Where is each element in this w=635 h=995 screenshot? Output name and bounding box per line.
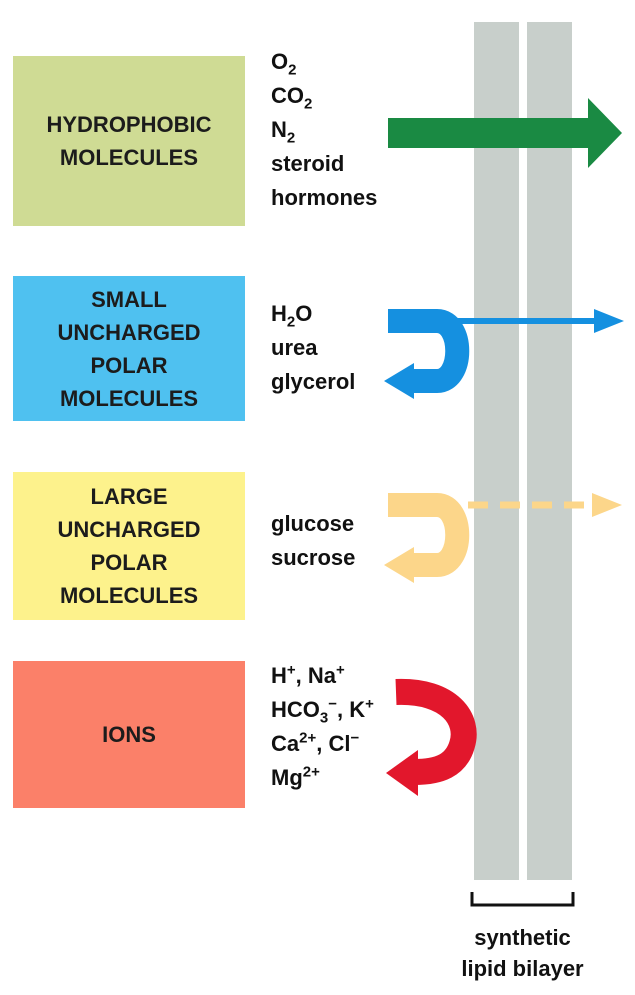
category-box-large-uncharged-polar: LARGE UNCHARGED POLAR MOLECULES xyxy=(13,472,245,620)
category-label: LARGE UNCHARGED POLAR MOLECULES xyxy=(58,480,201,612)
molecule-tail: , K xyxy=(337,697,366,722)
category-label-line: HYDROPHOBIC xyxy=(46,112,212,137)
category-label-line: SMALL xyxy=(91,286,167,312)
molecule-label: glycerol xyxy=(271,365,355,399)
molecule-base: H xyxy=(271,663,287,688)
molecule-sup2: + xyxy=(365,695,374,713)
dashed-crossing-arrowhead xyxy=(592,493,622,517)
category-box-hydrophobic: HYDROPHOBIC MOLECULES xyxy=(13,56,245,226)
molecule-base: steroid xyxy=(271,151,345,176)
molecule-sup: − xyxy=(328,695,337,713)
arrows-large-uncharged-polar xyxy=(384,493,622,583)
bounce-back-arrowhead xyxy=(384,547,414,583)
category-label-line: IONS xyxy=(102,722,156,747)
category-label-line: UNCHARGED xyxy=(57,319,201,345)
molecule-base: Ca xyxy=(271,731,300,756)
category-label-line: MOLECULES xyxy=(59,385,199,411)
molecule-sup2: − xyxy=(350,729,360,747)
molecule-list-small-uncharged-polar: H2O urea glycerol xyxy=(271,297,355,399)
molecule-base: Mg xyxy=(271,765,303,790)
molecule-label: glucose xyxy=(271,507,355,541)
bilayer-caption-line: lipid bilayer xyxy=(461,956,584,981)
molecule-sup: 2+ xyxy=(302,763,320,781)
crossing-arrow-hydrophobic xyxy=(388,98,622,168)
molecule-tail: O xyxy=(295,301,313,326)
category-label-line: UNCHARGED xyxy=(57,517,201,542)
molecule-list-hydrophobic: O2 CO2 N2 steroid hormones xyxy=(271,45,377,215)
molecule-label: N2 xyxy=(271,113,377,147)
category-label-line: MOLECULES xyxy=(59,583,199,608)
bilayer-caption-line: synthetic xyxy=(474,925,571,950)
category-label-line: MOLECULES xyxy=(59,145,199,170)
category-label: SMALL UNCHARGED POLAR MOLECULES xyxy=(58,283,201,415)
thin-crossing-arrowhead xyxy=(594,309,624,333)
curved-return-arrow xyxy=(395,678,477,785)
molecule-sub: 2 xyxy=(286,313,296,331)
bounce-back-arrow xyxy=(388,493,470,577)
category-label-line: POLAR xyxy=(90,550,168,575)
category-label: IONS xyxy=(102,718,156,751)
molecule-tail: , Cl xyxy=(316,731,351,756)
category-label-line: POLAR xyxy=(90,352,168,378)
molecule-label: HCO3−, K+ xyxy=(271,693,374,727)
molecule-list-large-uncharged-polar: glucose sucrose xyxy=(271,507,355,575)
molecule-sub: 2 xyxy=(288,61,297,79)
molecule-label: hormones xyxy=(271,181,377,215)
molecule-label: urea xyxy=(271,331,355,365)
molecule-label: steroid xyxy=(271,147,377,181)
molecule-list-ions: H+, Na+ HCO3−, K+ Ca2+, Cl− Mg2+ xyxy=(271,659,374,795)
molecule-base: CO xyxy=(271,83,304,108)
molecule-base: HCO xyxy=(271,697,320,722)
molecule-label: H+, Na+ xyxy=(271,659,374,693)
molecule-base: O xyxy=(271,49,289,74)
molecule-label: CO2 xyxy=(271,79,377,113)
category-label: HYDROPHOBIC MOLECULES xyxy=(46,108,211,174)
molecule-base: H xyxy=(271,301,287,326)
bilayer-leaflet-inner xyxy=(527,22,572,880)
bounce-back-arrowhead xyxy=(384,363,414,399)
molecule-sup2: + xyxy=(336,661,345,679)
category-label-line: LARGE xyxy=(90,484,168,509)
molecule-base: N xyxy=(271,117,287,142)
category-box-ions: IONS xyxy=(13,661,245,808)
bounce-back-arrow xyxy=(388,309,470,393)
molecule-tail: , Na xyxy=(295,663,337,688)
bilayer-leaflet-outer xyxy=(474,22,519,880)
category-box-small-uncharged-polar: SMALL UNCHARGED POLAR MOLECULES xyxy=(13,276,245,421)
curved-return-arrowhead xyxy=(386,750,418,796)
molecule-base: hormones xyxy=(271,185,378,210)
molecule-sub: 2 xyxy=(304,95,313,113)
molecule-label: sucrose xyxy=(271,541,355,575)
molecule-base: glycerol xyxy=(271,369,356,394)
molecule-sub: 3 xyxy=(319,709,329,727)
arrow-ions-blocked xyxy=(386,678,477,796)
molecule-label: Ca2+, Cl− xyxy=(271,727,374,761)
molecule-label: O2 xyxy=(271,45,377,79)
molecule-sup: 2+ xyxy=(299,729,317,747)
molecule-base: glucose xyxy=(271,511,355,536)
molecule-sub: 2 xyxy=(286,129,296,147)
molecule-label: H2O xyxy=(271,297,355,331)
molecule-sup: + xyxy=(286,661,296,679)
molecule-label: Mg2+ xyxy=(271,761,374,795)
molecule-base: sucrose xyxy=(271,545,356,570)
bilayer-bracket xyxy=(470,892,575,907)
bilayer-caption: synthetic lipid bilayer xyxy=(440,922,605,984)
molecule-base: urea xyxy=(271,335,318,360)
arrows-small-uncharged-polar xyxy=(384,309,624,399)
